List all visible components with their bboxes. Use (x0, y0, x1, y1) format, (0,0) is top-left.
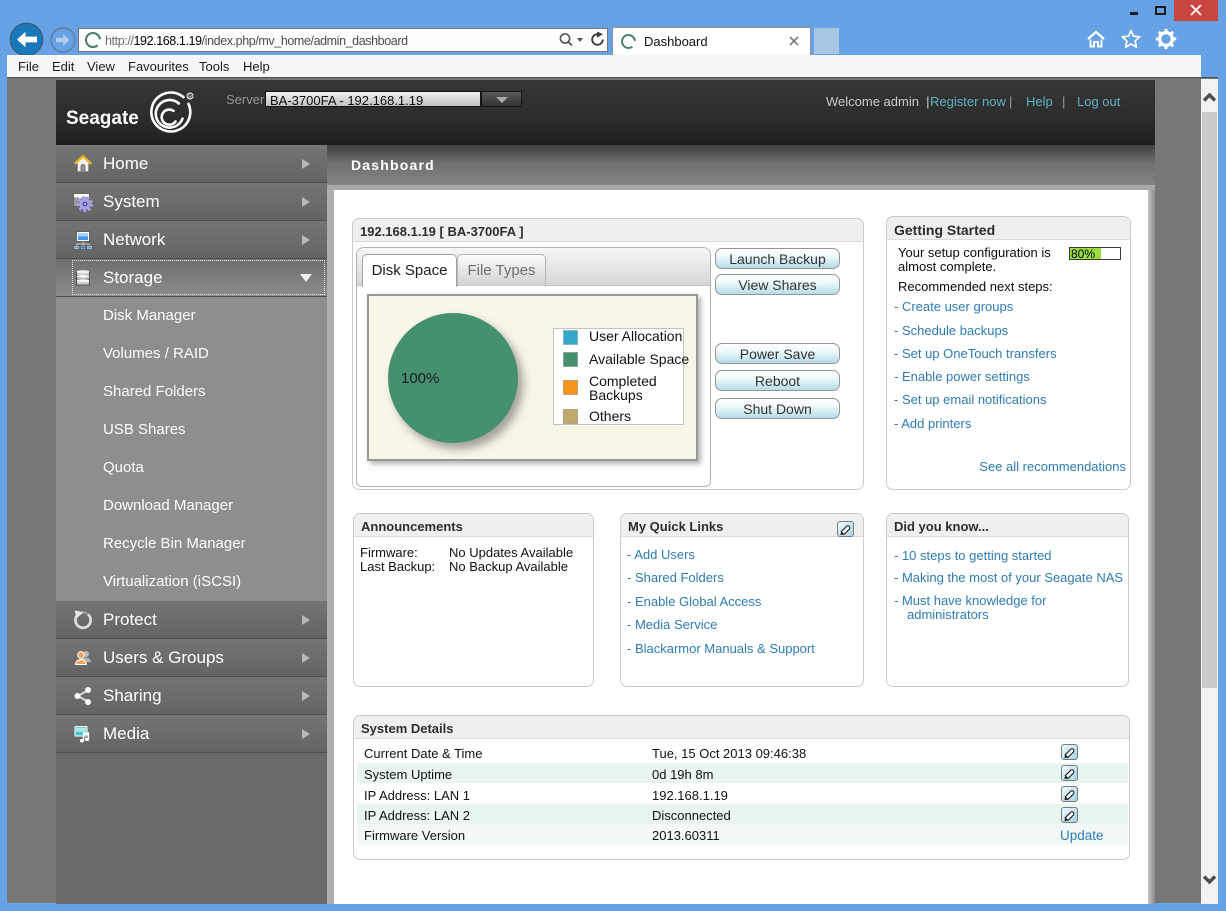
svg-text:R: R (188, 94, 192, 100)
